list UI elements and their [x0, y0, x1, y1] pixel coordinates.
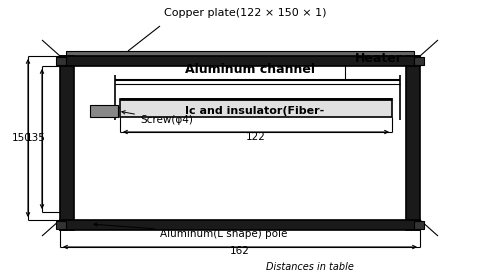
Bar: [66, 222, 414, 228]
Bar: [414, 57, 424, 65]
Text: Aluminum channel: Aluminum channel: [185, 63, 315, 76]
Bar: [56, 221, 66, 229]
Bar: [406, 56, 420, 230]
Bar: [90, 105, 118, 117]
Text: 122: 122: [246, 132, 266, 142]
Text: Screw(φ4): Screw(φ4): [122, 111, 193, 125]
Text: 135: 135: [26, 133, 46, 143]
Text: Ic and insulator(Fiber-: Ic and insulator(Fiber-: [185, 106, 324, 116]
Text: 150: 150: [12, 133, 32, 143]
Bar: [60, 56, 420, 66]
Bar: [66, 51, 414, 56]
Text: Distances in table: Distances in table: [266, 262, 354, 272]
Bar: [60, 220, 420, 230]
Text: Heater: Heater: [355, 52, 403, 65]
Bar: [60, 56, 74, 230]
Text: Aluminum(L shape) pole: Aluminum(L shape) pole: [94, 223, 288, 239]
Text: Copper plate(122 × 150 × 1): Copper plate(122 × 150 × 1): [164, 8, 326, 18]
Bar: [56, 57, 66, 65]
Text: 162: 162: [230, 246, 250, 256]
Bar: [120, 99, 392, 117]
Bar: [414, 221, 424, 229]
